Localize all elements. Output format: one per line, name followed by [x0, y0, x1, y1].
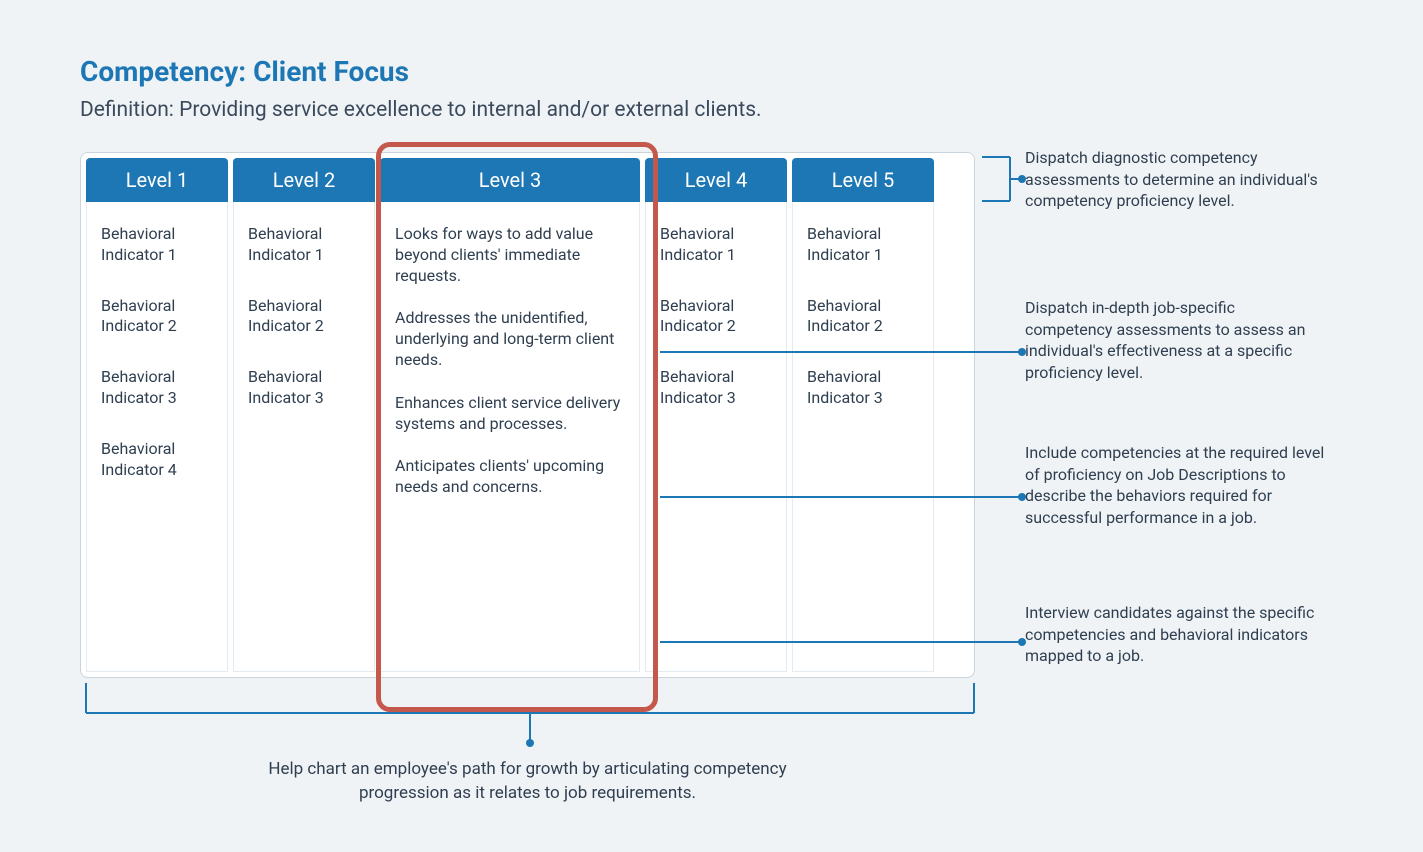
- annotation-text: Interview candidates against the specifi…: [1025, 602, 1325, 667]
- level-header: Level 3: [380, 158, 640, 202]
- level-header: Level 1: [86, 158, 228, 202]
- competency-table-wrap: Level 1Level 2Level 3Level 4Level 5 Beha…: [80, 152, 975, 806]
- behavioral-indicator: Behavioral Indicator 2: [248, 296, 360, 338]
- behavioral-indicator: Behavioral Indicator 1: [660, 224, 772, 266]
- behavioral-indicator: Behavioral Indicator 3: [248, 367, 360, 409]
- competency-table: Level 1Level 2Level 3Level 4Level 5 Beha…: [80, 152, 975, 678]
- behavioral-paragraph: Looks for ways to add value beyond clien…: [395, 224, 625, 286]
- behavioral-indicator: Behavioral Indicator 2: [101, 296, 213, 338]
- behavioral-indicator: Behavioral Indicator 1: [101, 224, 213, 266]
- behavioral-paragraph: Anticipates clients' upcoming needs and …: [395, 456, 625, 498]
- level-body-cell: Behavioral Indicator 1 Behavioral Indicat…: [792, 202, 934, 672]
- behavioral-indicator: Behavioral Indicator 2: [807, 296, 919, 338]
- annotation-text: Dispatch diagnostic competency assessmen…: [1025, 147, 1325, 212]
- annotation-text: Include competencies at the required lev…: [1025, 442, 1325, 528]
- definition-text: Definition: Providing service excellence…: [80, 98, 1343, 122]
- level-header: Level 5: [792, 158, 934, 202]
- behavioral-indicator: Behavioral Indicator 3: [660, 367, 772, 409]
- bottom-caption: Help chart an employee's path for growth…: [228, 758, 828, 806]
- behavioral-indicator: Behavioral Indicator 3: [807, 367, 919, 409]
- level-body-cell: Behavioral Indicator 1 Behavioral Indicat…: [86, 202, 228, 672]
- behavioral-indicator: Behavioral Indicator 1: [248, 224, 360, 266]
- behavioral-indicator: Behavioral Indicator 4: [101, 439, 213, 481]
- page-title: Competency: Client Focus: [80, 55, 1343, 88]
- behavioral-indicator: Behavioral Indicator 1: [807, 224, 919, 266]
- level-body-cell: Behavioral Indicator 1 Behavioral Indicat…: [645, 202, 787, 672]
- table-body-row: Behavioral Indicator 1 Behavioral Indicat…: [81, 202, 974, 677]
- behavioral-indicator: Behavioral Indicator 2: [660, 296, 772, 338]
- behavioral-paragraph: Enhances client service delivery systems…: [395, 393, 625, 435]
- annotation-text: Dispatch in-depth job-specific competenc…: [1025, 297, 1325, 383]
- behavioral-indicator: Behavioral Indicator 3: [101, 367, 213, 409]
- behavioral-paragraph: Addresses the unidentified, underlying a…: [395, 308, 625, 370]
- level-body-cell: Behavioral Indicator 1 Behavioral Indicat…: [233, 202, 375, 672]
- level-header: Level 4: [645, 158, 787, 202]
- level-body-cell: Looks for ways to add value beyond clien…: [380, 202, 640, 672]
- level-header: Level 2: [233, 158, 375, 202]
- table-header-row: Level 1Level 2Level 3Level 4Level 5: [81, 153, 974, 202]
